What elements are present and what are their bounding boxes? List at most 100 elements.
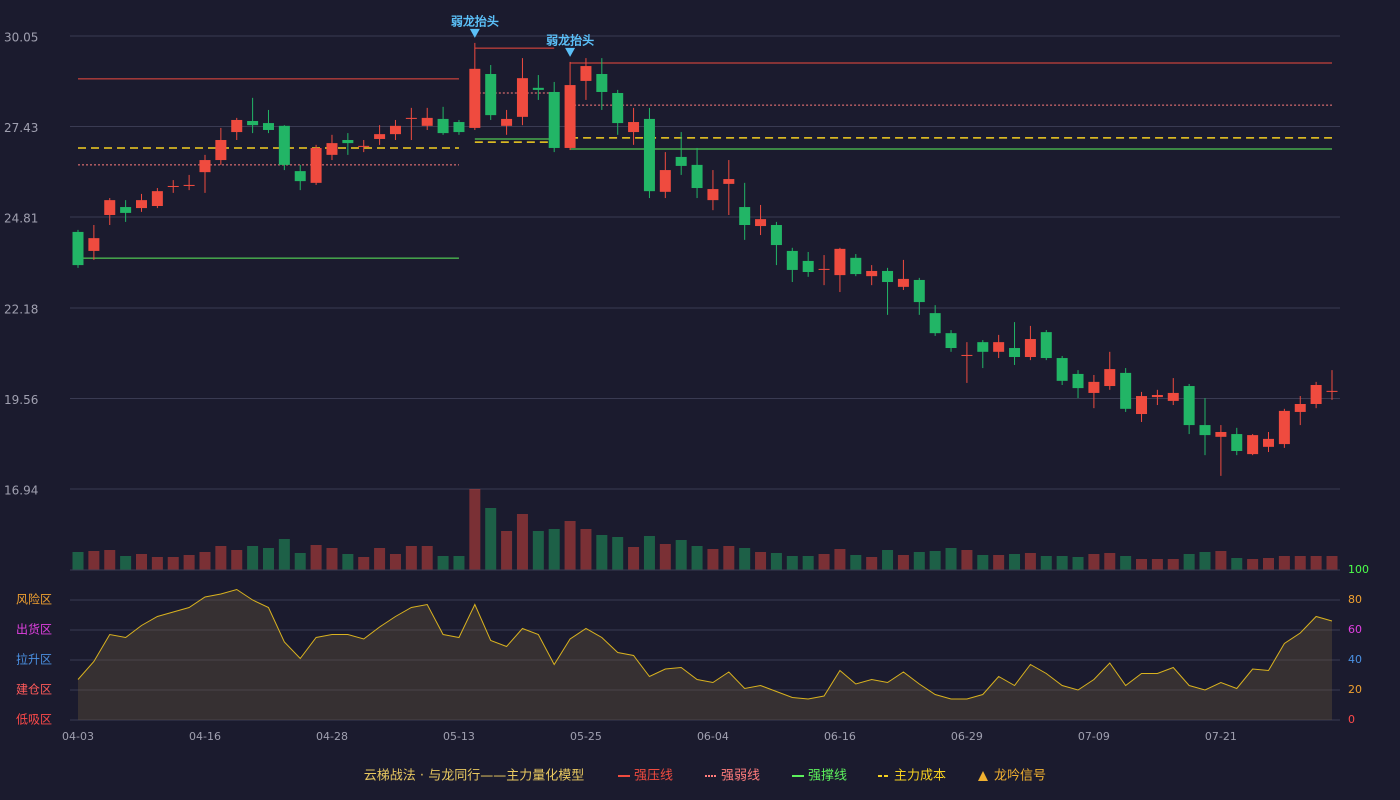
volume-bar (691, 546, 703, 570)
volume-bar (866, 557, 878, 570)
candle-body (739, 207, 751, 226)
volume-bar (310, 545, 322, 570)
candle-body (469, 68, 481, 128)
x-tick-label: 06-04 (697, 730, 729, 743)
x-tick-label: 04-16 (189, 730, 221, 743)
candle-body (897, 278, 909, 287)
candle-body (770, 225, 782, 246)
volume-bar (1136, 559, 1148, 570)
volume-bar (199, 552, 211, 570)
candle-body (421, 117, 433, 126)
candle-body (262, 123, 274, 130)
volume-bar (516, 514, 528, 570)
volume-bar (564, 521, 576, 570)
indicator-tick-label: 40 (1348, 653, 1362, 666)
volume-bar (1263, 558, 1275, 570)
volume-bar (675, 540, 687, 570)
candle-body (596, 74, 608, 92)
volume-bar (88, 551, 100, 570)
candle-body (342, 140, 354, 144)
candle-body (326, 143, 338, 155)
zone-label: 建仓区 (16, 683, 52, 697)
volume-bar (1167, 559, 1179, 570)
candle-body (755, 219, 767, 227)
volume-bar (977, 555, 989, 570)
volume-bar (1294, 556, 1306, 570)
candle-body (1183, 386, 1195, 426)
candle-body (135, 200, 147, 209)
volume-bar (1199, 552, 1211, 570)
volume-bar (358, 557, 370, 570)
candle-body (389, 125, 401, 135)
volume-bar (850, 555, 862, 570)
signal-label: 弱龙抬头 (451, 13, 499, 28)
y-tick-label: 19.56 (4, 393, 38, 407)
chart-title: 云梯战法 · 与龙同行——主力量化模型 (364, 769, 584, 784)
volume-bar (151, 557, 163, 570)
y-tick-label: 30.05 (4, 31, 38, 45)
volume-bar (1310, 556, 1322, 570)
volume-bar (262, 548, 274, 570)
legend-label: 强撑线 (808, 769, 847, 784)
volume-bar (1056, 556, 1068, 570)
candle-body (167, 185, 179, 187)
candle-body (1310, 384, 1322, 404)
volume-bar (1215, 551, 1227, 570)
candle-body (1056, 358, 1068, 381)
volume-bar (786, 556, 798, 570)
volume-bar (723, 546, 735, 570)
indicator-tick-label: 0 (1348, 713, 1355, 726)
candle-body (1040, 332, 1052, 359)
legend-label: 主力成本 (894, 769, 946, 784)
candle-body (850, 257, 862, 275)
volume-bar (167, 557, 179, 570)
volume-bar (755, 552, 767, 570)
candle-body (628, 122, 640, 133)
volume-bar (1231, 558, 1243, 570)
candle-body (453, 122, 465, 133)
volume-bar (231, 550, 243, 570)
volume-bar (596, 535, 608, 570)
volume-bar (247, 546, 259, 570)
volume-bar (739, 548, 751, 570)
candle-body (516, 78, 528, 117)
y-tick-label: 27.43 (4, 121, 38, 135)
candle-body (866, 270, 878, 277)
y-tick-label: 22.18 (4, 302, 38, 316)
candle-body (1278, 410, 1290, 445)
candle-body (834, 248, 846, 276)
volume-bar (453, 556, 465, 570)
candle-body (1024, 339, 1036, 358)
volume-bar (342, 554, 354, 570)
candle-body (1231, 434, 1243, 451)
x-tick-label: 07-21 (1205, 730, 1237, 743)
y-tick-label: 24.81 (4, 212, 38, 226)
signal-marker (565, 47, 576, 57)
volume-bar (215, 546, 227, 570)
zone-label: 风险区 (16, 592, 52, 607)
indicator-tick-label: 20 (1348, 683, 1362, 696)
candle-body (977, 342, 989, 352)
volume-bar (294, 553, 306, 570)
candle-body (199, 160, 211, 173)
candle-body (278, 125, 290, 165)
candle-body (72, 231, 84, 266)
indicator-area (78, 589, 1332, 720)
volume-bar (1247, 559, 1259, 570)
candle-body (675, 156, 687, 166)
volume-bar (1009, 554, 1021, 570)
volume-bar (1040, 556, 1052, 570)
indicator-tick-label: 100 (1348, 563, 1369, 576)
volume-bar (278, 539, 290, 570)
volume-bar (548, 529, 560, 570)
candle-body (802, 260, 814, 273)
candle-body (1120, 372, 1132, 409)
volume-bar (485, 508, 497, 570)
volume-bar (421, 546, 433, 570)
candle-body (310, 147, 322, 183)
volume-bar (1326, 556, 1338, 570)
zone-label: 出货区 (16, 622, 52, 637)
volume-bar (580, 529, 592, 570)
indicator-tick-label: 80 (1348, 593, 1362, 606)
